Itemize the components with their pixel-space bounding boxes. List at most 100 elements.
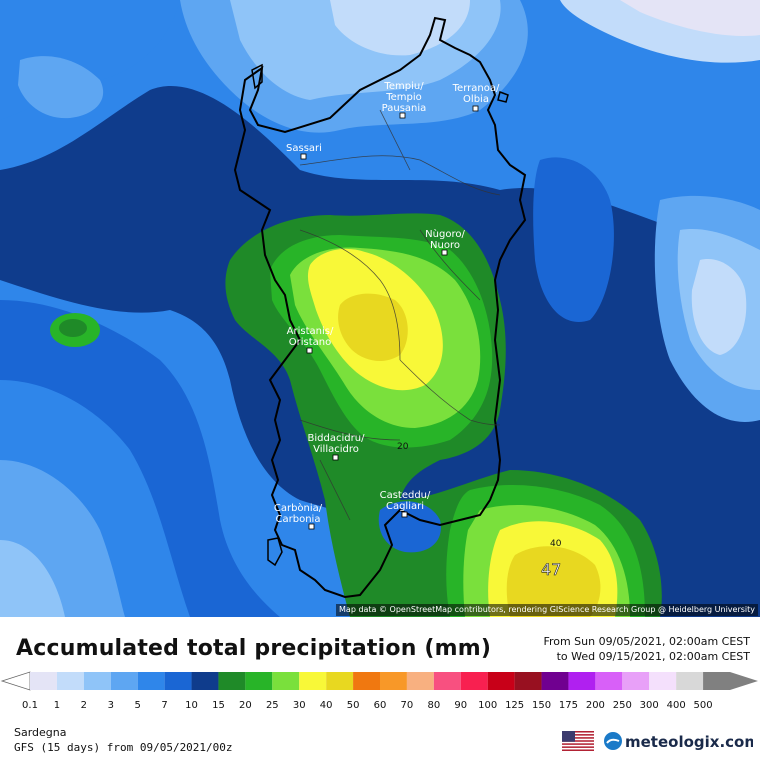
precipitation-map: 20 40 47 Tempiu/Tempio Pausania Terranoa/… [0, 0, 760, 617]
legend-label: 500 [694, 700, 713, 711]
city-marker [332, 454, 339, 461]
logo-text: meteologix.com [625, 733, 753, 751]
legend-swatch [164, 672, 192, 690]
city-carbonia: Carbònia/Carbonia [274, 502, 323, 530]
legend-swatch [676, 672, 704, 690]
model-run: GFS (15 days) from 09/05/2021/00z [14, 741, 233, 754]
legend-label: 300 [640, 700, 659, 711]
legend-swatch [649, 672, 677, 690]
legend-label: 50 [347, 700, 360, 711]
contour-2mm-west [0, 540, 65, 617]
city-marker [308, 523, 315, 530]
legend-label: 80 [427, 700, 440, 711]
city-marker [472, 105, 479, 112]
province-borders [299, 109, 501, 521]
map-title: Accumulated total precipitation (mm) [16, 636, 492, 661]
legend-label: 20 [239, 700, 252, 711]
island-asinara [251, 63, 263, 90]
legend-swatch [703, 672, 730, 690]
period-from: From Sun 09/05/2021, 02:00am CEST [543, 635, 750, 648]
city-oristano: Aristanis/Oristano [287, 326, 334, 354]
city-nuoro: Nùgoro/Nuoro [425, 228, 465, 256]
legend-swatch [622, 672, 650, 690]
color-legend: 0.1 1 2 3 5 7 10 15 20 25 30 40 50 60 70 80 90 100 125 150 1… [0, 671, 758, 711]
legend-swatch [56, 672, 84, 690]
legend-label: 400 [667, 700, 686, 711]
city-marker [306, 347, 313, 354]
city-label: Carbònia/Carbonia [274, 502, 323, 525]
legend-swatch [460, 672, 488, 690]
legend-label: 0.1 [22, 700, 38, 711]
legend-label: 2 [81, 700, 87, 711]
legend-label: 10 [185, 700, 198, 711]
contour-label-40: 40 [550, 539, 562, 549]
contour-01mm-ne [620, 0, 760, 36]
legend-swatch [353, 672, 380, 690]
legend-swatches [0, 671, 758, 691]
city-tempio: Tempiu/Tempio Pausania [382, 81, 426, 119]
legend-label: 90 [454, 700, 467, 711]
legend-swatch [110, 672, 138, 690]
logo-icon [604, 732, 622, 750]
contour-7mm-east [533, 157, 614, 322]
legend-label: 70 [401, 700, 414, 711]
contour-15mm-west-spot-inner [59, 319, 87, 337]
island-san-pietro [267, 537, 283, 567]
legend-arrow-right [730, 672, 758, 690]
legend-label: 100 [478, 700, 497, 711]
city-marker [401, 511, 408, 518]
legend-label: 3 [108, 700, 114, 711]
city-marker [300, 153, 307, 160]
legend-label: 7 [161, 700, 167, 711]
legend-swatch [406, 672, 434, 690]
legend-swatch [218, 672, 246, 690]
legend-swatch [83, 672, 111, 690]
sardinia-coastline [233, 16, 527, 599]
city-sassari: Sassari [286, 143, 322, 160]
contour-1mm-north [330, 0, 470, 56]
island-tavolara [497, 91, 509, 103]
legend-label: 5 [135, 700, 141, 711]
city-label: Sassari [286, 143, 322, 154]
contour-40mm-se [506, 546, 601, 617]
legend-label: 250 [613, 700, 632, 711]
period-to: to Wed 09/15/2021, 02:00am CEST [556, 650, 750, 663]
legend-swatch [30, 672, 57, 690]
city-marker [441, 249, 448, 256]
legend-swatch [380, 672, 407, 690]
city-cagliari: Casteddu/Cagliari [380, 490, 431, 518]
contour-label-20: 20 [397, 442, 409, 452]
contour-cagliari-pocket [378, 501, 441, 553]
contour-3mm-nw [18, 56, 104, 119]
legend-swatch [272, 672, 300, 690]
map-attribution: Map data © OpenStreetMap contributors, r… [336, 604, 758, 616]
legend-swatch [137, 672, 165, 690]
city-label: Terranoa/Olbia [452, 83, 500, 105]
city-label: Casteddu/Cagliari [380, 490, 431, 512]
city-label: Biddacidru/Villacidro [308, 433, 366, 455]
contour-40mm [338, 293, 408, 362]
legend-label: 125 [505, 700, 524, 711]
us-flag-icon[interactable] [562, 731, 594, 751]
legend-swatch [568, 672, 596, 690]
max-value-label: 47 [541, 560, 561, 579]
legend-label: 150 [532, 700, 551, 711]
city-olbia: Terranoa/Olbia [452, 83, 500, 112]
legend-swatch [514, 672, 542, 690]
legend-label: 1 [54, 700, 60, 711]
meteologix-logo[interactable]: meteologix.com [603, 729, 753, 753]
city-label: Aristanis/Oristano [287, 326, 334, 348]
legend-label: 60 [374, 700, 387, 711]
city-villacidro: Biddacidru/Villacidro [308, 433, 366, 461]
contour-1mm-east [691, 259, 747, 355]
legend-swatch [487, 672, 515, 690]
region-name: Sardegna [14, 726, 67, 739]
legend-arrow-left [0, 671, 31, 691]
legend-swatch [541, 672, 569, 690]
legend-swatch [191, 672, 219, 690]
legend-swatch [433, 672, 461, 690]
legend-swatch [326, 672, 354, 690]
city-label: Nùgoro/Nuoro [425, 228, 465, 251]
legend-label: 175 [559, 700, 578, 711]
legend-swatch [299, 672, 327, 690]
